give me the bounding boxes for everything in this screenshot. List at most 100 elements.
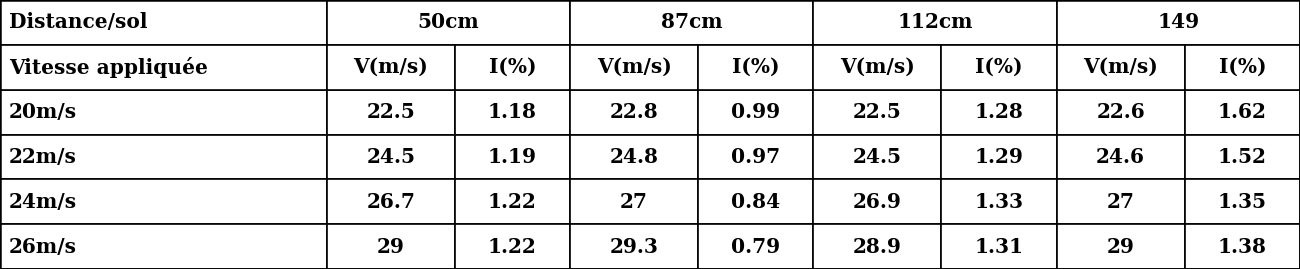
Text: I(%): I(%) [975,57,1023,77]
Text: 22.5: 22.5 [367,102,415,122]
Bar [941,179,1057,224]
Bar [0,45,326,90]
Text: 1.52: 1.52 [1218,147,1266,167]
Bar [698,45,814,90]
Bar [1184,0,1300,45]
Text: 1.22: 1.22 [488,236,537,257]
Text: 27: 27 [620,192,647,212]
Bar [1184,45,1300,90]
Bar [814,0,1057,45]
Text: Vitesse appliquée: Vitesse appliquée [9,57,208,78]
Text: 1.29: 1.29 [975,147,1023,167]
Bar [814,0,941,45]
Bar [1184,45,1300,90]
Text: I(%): I(%) [1218,57,1266,77]
Bar [1184,179,1300,224]
Bar [814,45,941,90]
Bar [1057,179,1184,224]
Bar [814,45,941,90]
Bar [326,224,455,269]
Text: 26.9: 26.9 [853,192,902,212]
Text: 24m/s: 24m/s [9,192,77,212]
Text: 24.8: 24.8 [610,147,659,167]
Text: 0.99: 0.99 [731,102,780,122]
Bar [1057,134,1184,179]
Bar [1184,224,1300,269]
Bar [571,0,698,45]
Bar [941,0,1057,45]
Bar [1057,45,1184,90]
Text: 1.22: 1.22 [488,192,537,212]
Bar [455,45,571,90]
Bar [455,45,571,90]
Text: 29: 29 [1106,236,1135,257]
Bar [0,134,326,179]
Text: V(m/s): V(m/s) [1083,57,1158,77]
Text: 24.5: 24.5 [367,147,415,167]
Bar [0,224,326,269]
Bar [814,224,941,269]
Bar [698,90,814,134]
Bar [571,0,814,45]
Bar [1057,45,1184,90]
Bar [455,179,571,224]
Text: 22.8: 22.8 [610,102,658,122]
Bar [814,90,941,134]
Bar [571,45,698,90]
Bar [571,90,698,134]
Text: 0.97: 0.97 [731,147,780,167]
Bar [0,179,326,224]
Text: 0.79: 0.79 [731,236,780,257]
Text: V(m/s): V(m/s) [597,57,671,77]
Text: 22.6: 22.6 [1096,102,1145,122]
Bar [326,0,455,45]
Text: 87cm: 87cm [660,12,723,33]
Text: 26.7: 26.7 [367,192,415,212]
Text: 28.9: 28.9 [853,236,902,257]
Bar [1184,90,1300,134]
Bar [571,179,698,224]
Bar [1057,0,1184,45]
Text: 149: 149 [1157,12,1200,33]
Text: 1.19: 1.19 [488,147,537,167]
Bar [1057,224,1184,269]
Bar [814,134,941,179]
Bar [326,90,455,134]
Text: 1.28: 1.28 [975,102,1023,122]
Bar [326,45,455,90]
Text: 50cm: 50cm [417,12,480,33]
Bar [455,224,571,269]
Bar [455,134,571,179]
Bar [698,0,814,45]
Bar [698,224,814,269]
Text: Distance/sol: Distance/sol [9,12,148,33]
Text: V(m/s): V(m/s) [354,57,428,77]
Bar [941,224,1057,269]
Bar [326,0,571,45]
Bar [455,0,571,45]
Text: 1.18: 1.18 [488,102,537,122]
Bar [571,224,698,269]
Bar [0,90,326,134]
Text: 26m/s: 26m/s [9,236,77,257]
Bar [941,134,1057,179]
Text: 22.5: 22.5 [853,102,902,122]
Bar [0,0,326,45]
Bar [1184,134,1300,179]
Text: 0.84: 0.84 [731,192,780,212]
Bar [941,45,1057,90]
Bar [0,45,326,90]
Bar [0,0,326,45]
Text: 112cm: 112cm [897,12,972,33]
Bar [1057,90,1184,134]
Bar [326,134,455,179]
Text: 1.38: 1.38 [1218,236,1266,257]
Text: 24.6: 24.6 [1096,147,1145,167]
Text: 1.33: 1.33 [975,192,1023,212]
Text: 20m/s: 20m/s [9,102,77,122]
Text: I(%): I(%) [732,57,780,77]
Bar [698,179,814,224]
Bar [698,45,814,90]
Text: 1.62: 1.62 [1218,102,1266,122]
Bar [941,45,1057,90]
